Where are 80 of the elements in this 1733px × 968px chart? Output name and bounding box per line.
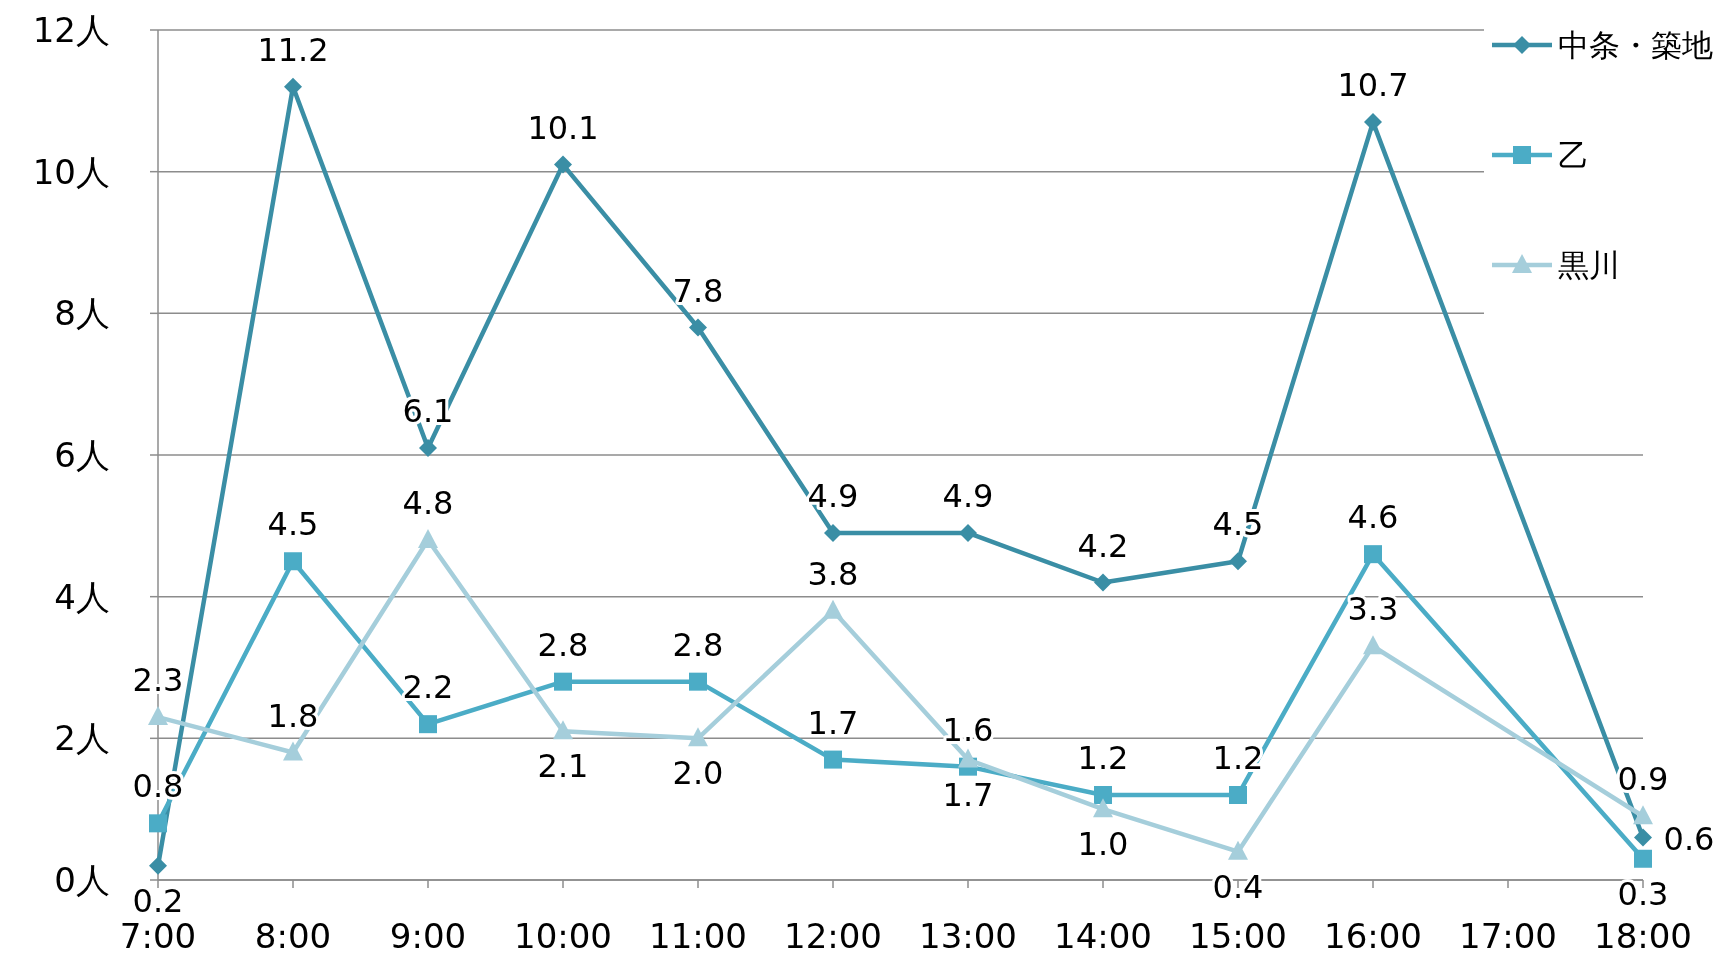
- data-label: 4.5: [267, 505, 319, 544]
- x-tick-label: 10:00: [514, 916, 612, 956]
- point: [1634, 828, 1652, 847]
- y-tick-label: 12人: [32, 10, 110, 50]
- point: [824, 523, 842, 542]
- data-label: 0.6: [1663, 819, 1715, 858]
- point: [958, 748, 978, 768]
- data-label: 3.8: [807, 554, 859, 593]
- data-label: 4.6: [1347, 498, 1399, 537]
- data-label: 1.8: [267, 696, 319, 735]
- y-tick-label: 6人: [54, 435, 110, 475]
- point: [688, 727, 708, 747]
- point: [1094, 573, 1112, 592]
- x-tick-label: 9:00: [389, 916, 467, 956]
- data-label: 4.9: [807, 476, 859, 515]
- point: [1633, 805, 1653, 825]
- data-label: 1.7: [942, 775, 994, 814]
- data-label: 2.2: [402, 668, 454, 707]
- legend-label: 黒川: [1558, 247, 1620, 283]
- data-label: 4.9: [942, 476, 994, 515]
- point: [1093, 798, 1113, 818]
- data-label: 2.8: [672, 625, 724, 664]
- x-tick-label: 11:00: [649, 916, 747, 956]
- x-tick-label: 12:00: [784, 916, 882, 956]
- data-label: 1.6: [942, 710, 994, 749]
- data-label: 2.0: [672, 754, 724, 793]
- point: [553, 720, 573, 740]
- data-label: 10.1: [527, 108, 599, 147]
- point: [1229, 786, 1247, 804]
- y-tick-label: 10人: [32, 151, 110, 192]
- x-tick-label: 16:00: [1324, 916, 1422, 956]
- point: [283, 741, 303, 761]
- data-label: 11.2: [257, 30, 329, 69]
- data-label: 2.1: [537, 747, 589, 786]
- point: [149, 814, 167, 833]
- point: [1229, 552, 1247, 571]
- data-label: 0.3: [1617, 874, 1669, 913]
- data-label: 7.8: [672, 271, 724, 310]
- data-label: 1.2: [1077, 739, 1129, 777]
- point: [823, 599, 843, 619]
- point: [1364, 545, 1382, 564]
- data-label: 1.7: [807, 703, 859, 742]
- point: [284, 77, 302, 96]
- x-tick-label: 14:00: [1054, 916, 1152, 956]
- point: [149, 856, 167, 875]
- point: [148, 706, 168, 726]
- data-label: 4.8: [402, 484, 454, 522]
- point: [554, 672, 572, 691]
- y-tick-label: 2人: [54, 718, 110, 759]
- point: [418, 529, 438, 548]
- data-label: 0.4: [1212, 867, 1264, 906]
- point: [1094, 786, 1112, 804]
- data-label: 10.7: [1337, 66, 1409, 105]
- point: [689, 318, 707, 337]
- x-tick-label: 15:00: [1189, 916, 1287, 956]
- point: [689, 672, 707, 691]
- point: [1364, 113, 1382, 132]
- point: [1634, 849, 1652, 868]
- legend-label: 中条・築地: [1558, 27, 1713, 63]
- point: [1363, 635, 1383, 655]
- point: [284, 552, 302, 571]
- point: [1228, 840, 1248, 860]
- point: [554, 155, 572, 174]
- x-tick-label: 17:00: [1459, 916, 1557, 956]
- point: [419, 438, 437, 457]
- y-tick-label: 4人: [54, 576, 110, 617]
- y-tick-label: 8人: [54, 293, 110, 334]
- legend-label: 乙: [1558, 137, 1589, 173]
- data-label: 2.3: [132, 661, 184, 700]
- x-tick-label: 18:00: [1594, 916, 1692, 956]
- y-tick-label: 0人: [54, 860, 110, 900]
- data-label: 3.3: [1347, 590, 1399, 629]
- x-tick-label: 13:00: [919, 916, 1017, 956]
- point: [419, 715, 437, 734]
- data-label: 2.8: [537, 625, 589, 664]
- point: [824, 750, 842, 769]
- point: [959, 523, 977, 542]
- x-tick-label: 8:00: [254, 916, 332, 956]
- data-label: 4.2: [1077, 526, 1129, 565]
- data-label: 1.0: [1077, 825, 1129, 864]
